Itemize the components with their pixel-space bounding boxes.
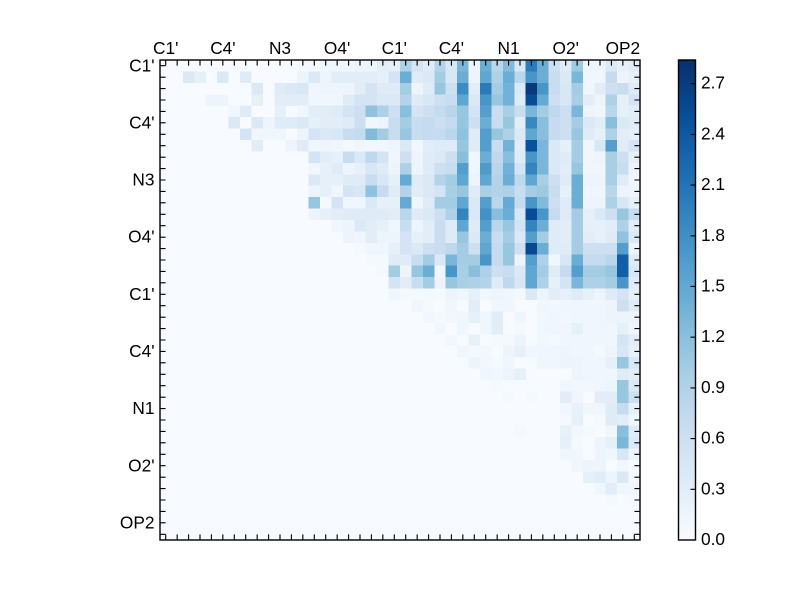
svg-text:O2': O2'	[553, 38, 579, 58]
svg-text:1.8: 1.8	[701, 225, 725, 245]
svg-text:2.1: 2.1	[701, 174, 725, 194]
svg-text:OP2: OP2	[120, 513, 155, 533]
svg-text:1.2: 1.2	[701, 326, 725, 346]
svg-text:N1: N1	[132, 398, 154, 418]
svg-text:O4': O4'	[128, 227, 154, 247]
svg-text:O4': O4'	[324, 38, 350, 58]
svg-text:C1': C1'	[129, 284, 154, 304]
svg-text:C4': C4'	[129, 341, 154, 361]
svg-text:C4': C4'	[439, 38, 464, 58]
svg-text:N3: N3	[269, 38, 291, 58]
svg-text:O2': O2'	[128, 455, 154, 475]
svg-text:C1': C1'	[153, 38, 178, 58]
svg-text:0.9: 0.9	[701, 377, 725, 397]
svg-text:0.0: 0.0	[701, 529, 725, 549]
svg-text:C1': C1'	[382, 38, 407, 58]
svg-text:0.6: 0.6	[701, 428, 725, 448]
svg-text:N3: N3	[132, 170, 154, 190]
svg-text:0.3: 0.3	[701, 478, 725, 498]
svg-text:2.4: 2.4	[701, 123, 725, 143]
svg-text:C1': C1'	[129, 55, 154, 75]
svg-text:C4': C4'	[210, 38, 235, 58]
svg-text:N1: N1	[498, 38, 520, 58]
svg-text:C4': C4'	[129, 113, 154, 133]
svg-text:2.7: 2.7	[701, 73, 725, 93]
svg-text:1.5: 1.5	[701, 275, 725, 295]
svg-text:OP2: OP2	[606, 38, 641, 58]
